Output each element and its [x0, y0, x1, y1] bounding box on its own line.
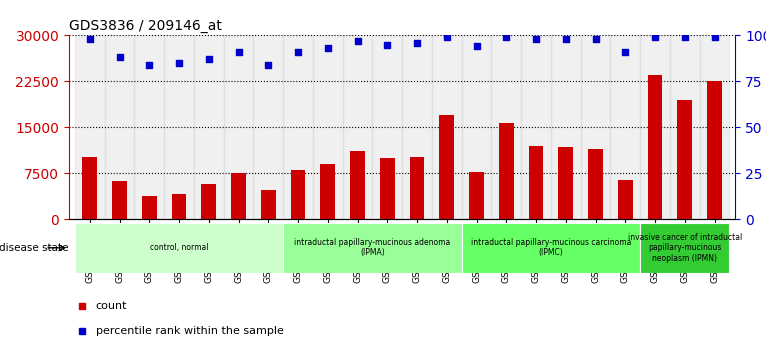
Bar — [290, 170, 306, 219]
Bar — [647, 75, 663, 219]
Point — [440, 34, 453, 40]
Bar — [581, 35, 611, 219]
Bar — [112, 182, 127, 219]
Bar — [521, 35, 551, 219]
Bar — [231, 173, 246, 219]
Bar — [194, 35, 224, 219]
Text: disease state: disease state — [0, 243, 69, 253]
Point — [649, 34, 661, 40]
Bar — [469, 172, 484, 219]
Point — [143, 62, 155, 68]
Point — [679, 34, 691, 40]
FancyBboxPatch shape — [462, 223, 640, 273]
Bar — [432, 35, 462, 219]
Text: count: count — [96, 301, 127, 310]
Bar — [261, 190, 276, 219]
Point — [232, 49, 244, 55]
Point — [352, 38, 364, 44]
Bar — [283, 35, 313, 219]
Bar — [142, 196, 157, 219]
Bar — [320, 164, 336, 219]
Bar — [350, 151, 365, 219]
Point — [262, 62, 274, 68]
Text: percentile rank within the sample: percentile rank within the sample — [96, 326, 283, 336]
Point — [560, 36, 572, 42]
Bar — [699, 35, 729, 219]
Bar — [105, 35, 134, 219]
Bar — [342, 35, 372, 219]
Bar — [82, 157, 97, 219]
Bar — [410, 157, 424, 219]
Bar — [618, 179, 633, 219]
FancyBboxPatch shape — [640, 223, 729, 273]
Point — [203, 57, 215, 62]
Bar — [440, 115, 454, 219]
Bar — [402, 35, 432, 219]
Bar — [134, 35, 164, 219]
Point — [589, 36, 601, 42]
Bar — [558, 147, 573, 219]
FancyBboxPatch shape — [283, 223, 462, 273]
Point — [292, 49, 304, 55]
Bar — [670, 35, 699, 219]
Point — [322, 45, 334, 51]
Bar — [707, 81, 722, 219]
Bar — [224, 35, 254, 219]
Point — [381, 42, 394, 47]
Point — [83, 36, 96, 42]
Bar — [499, 122, 514, 219]
Bar — [529, 146, 543, 219]
Text: control, normal: control, normal — [150, 243, 208, 252]
Bar — [313, 35, 342, 219]
Bar — [201, 184, 216, 219]
Bar — [492, 35, 521, 219]
Point — [500, 34, 512, 40]
Bar — [551, 35, 581, 219]
Point — [530, 36, 542, 42]
Text: intraductal papillary-mucinous carcinoma
(IPMC): intraductal papillary-mucinous carcinoma… — [471, 238, 631, 257]
Bar — [372, 35, 402, 219]
Bar — [254, 35, 283, 219]
Text: intraductal papillary-mucinous adenoma
(IPMA): intraductal papillary-mucinous adenoma (… — [294, 238, 450, 257]
Point — [619, 49, 631, 55]
Point — [709, 34, 721, 40]
FancyBboxPatch shape — [75, 223, 283, 273]
Bar — [75, 35, 105, 219]
Bar — [611, 35, 640, 219]
Point — [173, 60, 185, 66]
Bar — [164, 35, 194, 219]
Point — [411, 40, 423, 46]
Bar — [677, 100, 692, 219]
Point — [470, 44, 483, 49]
Bar — [380, 158, 394, 219]
Bar — [462, 35, 492, 219]
Bar — [640, 35, 670, 219]
Point — [113, 55, 126, 60]
Bar — [172, 194, 186, 219]
Text: GDS3836 / 209146_at: GDS3836 / 209146_at — [69, 19, 222, 33]
Text: invasive cancer of intraductal
papillary-mucinous
neoplasm (IPMN): invasive cancer of intraductal papillary… — [627, 233, 742, 263]
Bar — [588, 149, 603, 219]
